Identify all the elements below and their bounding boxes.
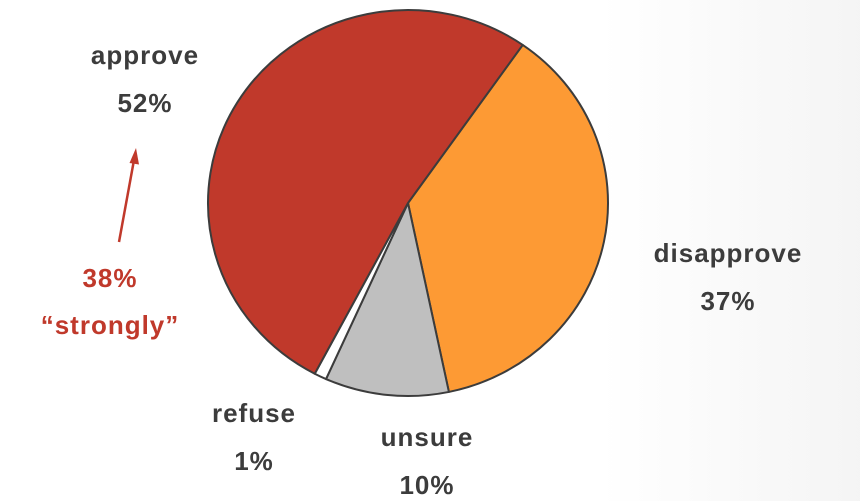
value-label-disapprove: 37%: [700, 286, 755, 316]
annotation-value: 38%: [82, 263, 137, 293]
annotation-arrow-head: [129, 148, 139, 165]
pie-slices: [207, 9, 609, 397]
annotation-text: “strongly”: [41, 310, 180, 340]
annotation-arrow-line: [117, 159, 136, 243]
value-label-refuse: 1%: [234, 446, 274, 476]
label-approve: approve: [91, 40, 199, 70]
pie-slice-approve: [207, 9, 524, 375]
value-label-unsure: 10%: [399, 470, 454, 500]
pie-slice-unsure: [325, 202, 450, 397]
label-disapprove: disapprove: [654, 238, 803, 268]
pie-slice-disapprove: [407, 43, 609, 393]
background-shade: [600, 0, 860, 501]
value-label-approve: 52%: [117, 88, 172, 118]
label-refuse: refuse: [212, 398, 296, 428]
label-unsure: unsure: [381, 422, 474, 452]
